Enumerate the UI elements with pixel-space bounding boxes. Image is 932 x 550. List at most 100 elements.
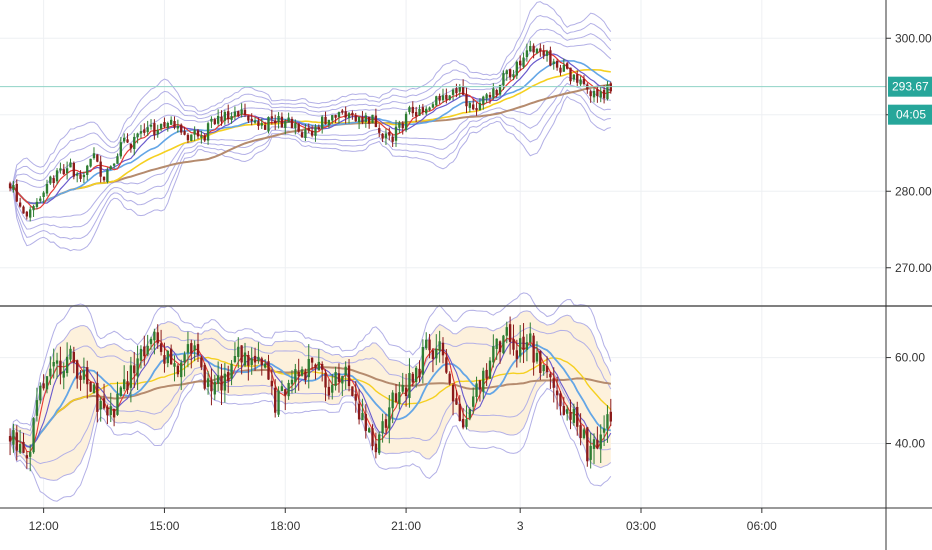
price-candle-body[interactable] [290,118,294,128]
oscillator-candle-body[interactable] [243,352,247,366]
price-candle-body[interactable] [65,168,69,174]
price-candle-body[interactable] [461,86,465,95]
oscillator-axis[interactable]: 60.00 40.00 [886,351,925,451]
price-candle-body[interactable] [535,48,539,54]
oscillator-candle-body[interactable] [314,364,317,368]
price-candle-body[interactable] [572,74,576,80]
price-candle-body[interactable] [310,130,314,136]
oscillator-candle-body[interactable] [294,369,297,383]
price-candle-body[interactable] [183,131,186,135]
price-candle-body[interactable] [76,173,79,176]
oscillator-candle-body[interactable] [183,354,186,363]
oscillator-candle-body[interactable] [478,380,482,390]
oscillator-candle-body[interactable] [354,394,357,401]
oscillator-candle-body[interactable] [317,361,321,371]
oscillator-candle-body[interactable] [421,347,425,375]
oscillator-candle-body[interactable] [485,369,488,379]
price-candle-body[interactable] [39,198,42,201]
price-candle-body[interactable] [545,51,549,56]
oscillator-candle-body[interactable] [482,370,485,392]
oscillator-candle-body[interactable] [364,414,367,431]
oscillator-candle-body[interactable] [284,389,287,396]
oscillator-candle-body[interactable] [139,348,143,361]
price-candle-body[interactable] [502,73,505,86]
price-candle-body[interactable] [609,83,612,92]
price-candle-body[interactable] [425,108,428,114]
oscillator-candle-body[interactable] [210,380,213,392]
price-candle-body[interactable] [133,136,136,149]
price-candle-body[interactable] [143,129,146,133]
oscillator-candle-body[interactable] [49,368,52,377]
price-candle-body[interactable] [173,121,176,128]
price-candles[interactable] [8,40,612,222]
price-candle-body[interactable] [257,121,260,126]
price-candle-body[interactable] [300,132,304,138]
price-candle-body[interactable] [492,88,495,98]
price-candle-body[interactable] [267,116,270,132]
oscillator-candle-body[interactable] [193,345,196,351]
oscillator-candle-body[interactable] [143,346,146,357]
price-candle-body[interactable] [213,119,216,125]
oscillator-candle-body[interactable] [190,343,193,354]
oscillator-candle-body[interactable] [159,343,163,352]
oscillator-candle-body[interactable] [475,383,478,397]
oscillator-candle-body[interactable] [525,342,529,350]
oscillator-candle-body[interactable] [230,363,233,379]
price-candle-body[interactable] [421,107,425,113]
oscillator-candle-body[interactable] [216,375,220,384]
oscillator-candle-body[interactable] [89,381,92,392]
oscillator-candle-body[interactable] [149,338,153,345]
oscillator-candle-body[interactable] [76,360,79,379]
price-candle-body[interactable] [240,109,243,115]
price-candle-body[interactable] [438,95,441,101]
oscillator-candle-body[interactable] [468,408,472,419]
oscillator-candle-body[interactable] [394,393,398,402]
price-candle-body[interactable] [304,129,307,138]
oscillator-candle-body[interactable] [519,338,522,357]
oscillator-candle-body[interactable] [109,406,112,416]
price-candle-body[interactable] [274,120,277,124]
oscillator-candle-body[interactable] [106,406,109,416]
price-candle-body[interactable] [280,116,284,128]
price-candle-body[interactable] [18,202,22,207]
price-candle-body[interactable] [401,123,404,129]
price-candle-body[interactable] [29,209,32,218]
oscillator-candle-body[interactable] [367,428,371,433]
oscillator-candle-body[interactable] [136,358,139,377]
oscillator-candle-body[interactable] [589,445,592,460]
price-candle-body[interactable] [52,178,55,184]
oscillator-candle-body[interactable] [384,419,388,428]
oscillator-candle-body[interactable] [488,360,492,379]
oscillator-candle-body[interactable] [334,371,337,386]
price-candle-body[interactable] [210,118,213,122]
oscillator-candle-body[interactable] [357,403,361,420]
price-candle-body[interactable] [260,123,263,126]
oscillator-candle-body[interactable] [532,335,535,363]
oscillator-candle-body[interactable] [240,345,243,363]
price-candle-body[interactable] [451,89,455,95]
price-candle-body[interactable] [317,127,321,130]
oscillator-candle-body[interactable] [22,441,25,453]
price-candle-body[interactable] [89,158,92,167]
oscillator-candle-body[interactable] [263,363,267,368]
price-candle-body[interactable] [529,45,532,52]
price-candle-body[interactable] [549,50,552,66]
price-candle-body[interactable] [15,183,18,202]
price-candle-body[interactable] [331,115,334,121]
price-candle-body[interactable] [190,134,193,141]
oscillator-candle-body[interactable] [15,432,18,451]
oscillator-candle-body[interactable] [126,381,129,390]
price-candle-body[interactable] [82,174,86,178]
price-candle-body[interactable] [565,63,569,69]
price-candle-body[interactable] [321,116,324,129]
oscillator-candle-body[interactable] [498,341,502,353]
price-candle-body[interactable] [227,111,230,120]
oscillator-candle-body[interactable] [69,348,72,360]
price-candle-body[interactable] [233,111,237,117]
oscillator-candle-body[interactable] [458,403,461,421]
price-candle-body[interactable] [180,124,183,133]
price-candle-body[interactable] [394,126,398,141]
price-candle-body[interactable] [488,95,492,98]
price-candle-body[interactable] [576,74,579,83]
oscillator-candle-body[interactable] [166,350,169,364]
